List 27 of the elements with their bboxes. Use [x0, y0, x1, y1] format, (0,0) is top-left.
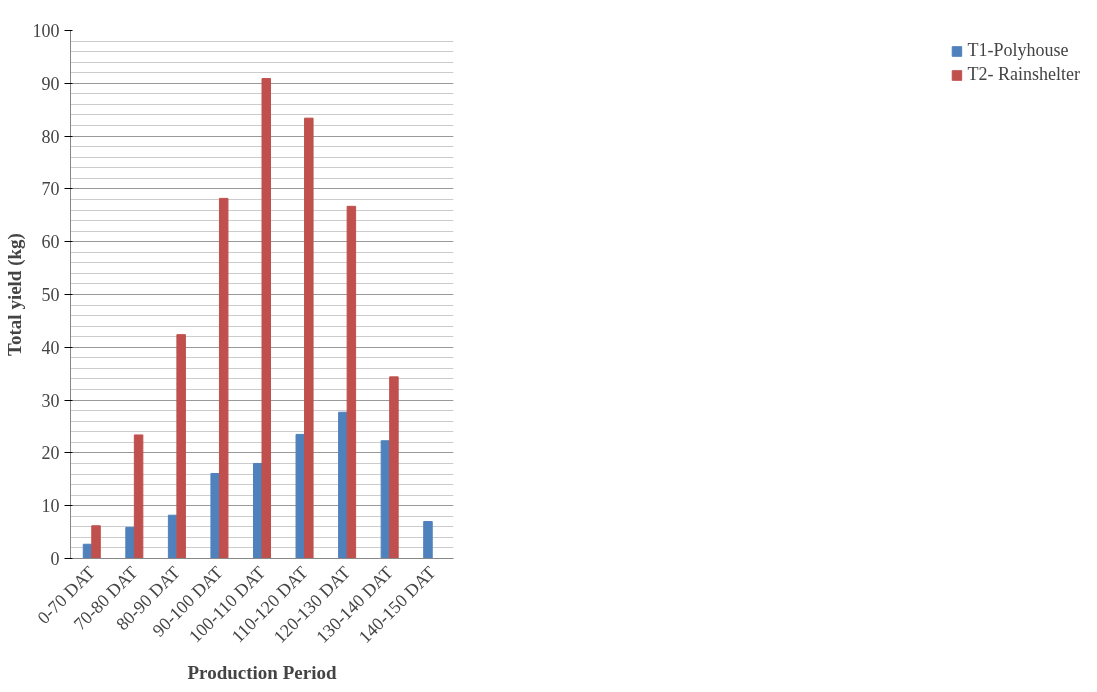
y-tick-label: 50 [41, 285, 60, 305]
y-tick-label: 60 [41, 232, 60, 253]
y-tick-label: 100 [32, 21, 60, 41]
y-tick-label: 20 [41, 443, 60, 464]
bar [125, 526, 135, 559]
bar [218, 197, 229, 559]
y-tick-label: 0 [50, 549, 60, 569]
legend-label: T1-Polyhouse [967, 40, 1069, 61]
bar [389, 376, 399, 559]
bar [304, 117, 314, 559]
bar [210, 472, 220, 559]
bar [423, 521, 433, 559]
y-tick-label: 70 [41, 179, 60, 200]
bar [176, 334, 186, 559]
y-tick-label: 40 [41, 337, 60, 358]
bar [346, 205, 357, 559]
bar [91, 525, 101, 559]
y-tick-label: 80 [41, 126, 60, 147]
bar [295, 433, 306, 559]
bar [261, 78, 272, 559]
bar [133, 434, 144, 559]
x-axis-title: Production Period [187, 661, 337, 683]
y-tick-label: 90 [41, 73, 60, 94]
legend-label: T2- Rainshelter [967, 64, 1080, 85]
y-tick-label: 10 [41, 496, 60, 517]
y-axis-title: Total yield (kg) [3, 233, 26, 356]
y-tick-label: 30 [41, 390, 60, 411]
